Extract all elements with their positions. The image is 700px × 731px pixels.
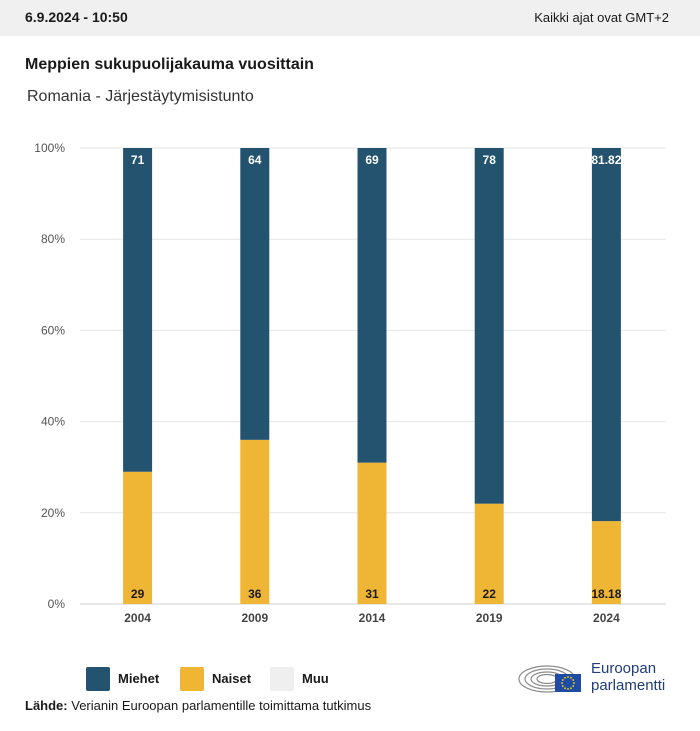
bar-miehet-2009 <box>240 148 270 440</box>
eu-star <box>561 679 564 681</box>
x-tick-label: 2019 <box>476 611 503 625</box>
data-label-naiset-2014: 31 <box>365 587 379 601</box>
european-parliament-logo: Euroopan parlamentti <box>517 658 677 700</box>
logo-text: Euroopan parlamentti <box>591 660 665 694</box>
y-tick-label: 60% <box>41 323 65 337</box>
x-axis-ticks: 2004 2009 2014 2019 2024 <box>124 611 620 625</box>
legend-swatch <box>180 667 204 691</box>
x-tick-label: 2004 <box>124 611 151 625</box>
bar-miehet-2024 <box>591 148 621 522</box>
stacked-bar-chart: 0% 20% 40% 60% 80% 100% 29 71 36 64 31 69 22 78 18.18… <box>34 141 666 625</box>
x-tick-label: 2009 <box>241 611 268 625</box>
eu-star <box>561 682 563 684</box>
legend-label: Miehet <box>118 671 160 686</box>
data-label-naiset-2019: 22 <box>483 587 497 601</box>
legend-swatch <box>86 667 110 691</box>
bar-naiset-2019 <box>474 503 504 604</box>
bar-miehet-2014 <box>357 148 387 463</box>
top-bar: 6.9.2024 - 10:50 Kaikki ajat ovat GMT+2 <box>0 0 700 36</box>
eu-star <box>564 676 566 679</box>
logo-line-1: Euroopan <box>591 660 657 677</box>
eu-star <box>572 679 575 681</box>
y-tick-label: 0% <box>48 597 66 611</box>
eu-star <box>561 685 564 687</box>
data-labels: 29 71 36 64 31 69 22 78 18.18 81.82 <box>131 153 622 601</box>
data-label-naiset-2024: 18.18 <box>591 587 621 601</box>
eu-star <box>573 682 575 684</box>
x-tick-label: 2014 <box>359 611 386 625</box>
bar-naiset-2014 <box>357 462 387 604</box>
bars <box>123 148 621 604</box>
y-tick-label: 80% <box>41 232 65 246</box>
bar-naiset-2024 <box>591 521 621 604</box>
bar-naiset-2009 <box>240 439 270 604</box>
eu-star <box>572 685 575 687</box>
logo-line-2: parlamentti <box>591 677 666 694</box>
y-tick-label: 20% <box>41 506 65 520</box>
y-tick-label: 100% <box>34 141 65 155</box>
data-label-miehet-2009: 64 <box>248 153 262 167</box>
y-tick-label: 40% <box>41 415 65 429</box>
bar-naiset-2004 <box>123 471 153 604</box>
data-label-miehet-2019: 78 <box>483 153 497 167</box>
source-text: Verianin Euroopan parlamentille toimitta… <box>71 698 372 713</box>
chart-title: Meppien sukupuolijakauma vuosittain <box>25 56 314 73</box>
data-label-miehet-2004: 71 <box>131 153 145 167</box>
y-axis-ticks: 0% 20% 40% 60% 80% 100% <box>34 141 65 611</box>
timestamp: 6.9.2024 - 10:50 <box>25 9 128 25</box>
data-label-naiset-2004: 29 <box>131 587 145 601</box>
bar-miehet-2019 <box>474 148 504 504</box>
legend-label: Naiset <box>212 671 252 686</box>
eu-star <box>570 676 572 679</box>
legend-label: Muu <box>302 671 329 686</box>
data-label-naiset-2009: 36 <box>248 587 262 601</box>
chart-subtitle: Romania - Järjestäytymisistunto <box>27 88 254 105</box>
eu-star <box>567 688 569 690</box>
legend-swatch <box>270 667 294 691</box>
bar-miehet-2004 <box>123 148 153 472</box>
source-label: Lähde: <box>25 698 68 713</box>
data-label-miehet-2024: 81.82 <box>591 153 621 167</box>
eu-star <box>570 687 572 690</box>
timezone-note: Kaikki ajat ovat GMT+2 <box>534 10 669 25</box>
eu-star <box>564 687 566 690</box>
x-tick-label: 2024 <box>593 611 620 625</box>
eu-star <box>567 676 569 678</box>
source-note: Lähde: Verianin Euroopan parlamentille t… <box>25 698 371 713</box>
data-label-miehet-2014: 69 <box>365 153 379 167</box>
parliament-emblem-icon <box>518 665 581 693</box>
